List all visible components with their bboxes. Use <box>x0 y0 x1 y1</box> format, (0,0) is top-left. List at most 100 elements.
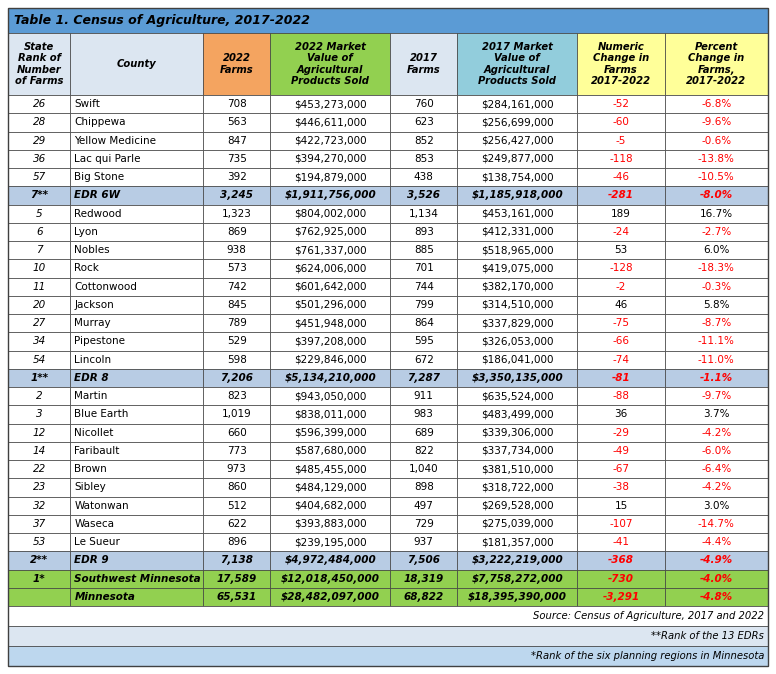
Bar <box>8 515 71 533</box>
Bar <box>390 570 457 588</box>
Text: 1,040: 1,040 <box>409 464 438 474</box>
Bar <box>270 131 390 150</box>
Bar <box>664 278 768 296</box>
Text: $412,331,000: $412,331,000 <box>481 227 553 237</box>
Bar <box>577 423 664 441</box>
Text: 29: 29 <box>33 135 46 146</box>
Text: $28,482,097,000: $28,482,097,000 <box>281 592 379 602</box>
Bar <box>8 533 71 551</box>
Bar <box>457 186 577 204</box>
Bar <box>203 222 270 241</box>
Text: 36: 36 <box>615 409 628 419</box>
Text: 2: 2 <box>36 391 43 401</box>
Text: 6: 6 <box>36 227 43 237</box>
Bar <box>71 533 203 551</box>
Text: $337,734,000: $337,734,000 <box>481 446 553 456</box>
Bar <box>71 314 203 332</box>
Text: $5,134,210,000: $5,134,210,000 <box>284 373 376 383</box>
Text: 623: 623 <box>414 117 434 127</box>
Text: Watonwan: Watonwan <box>74 501 129 511</box>
Text: $138,754,000: $138,754,000 <box>481 172 553 182</box>
Bar <box>71 296 203 314</box>
Bar <box>270 186 390 204</box>
Bar <box>203 332 270 350</box>
Bar <box>577 95 664 113</box>
Bar <box>71 441 203 460</box>
Bar <box>577 222 664 241</box>
Text: 973: 973 <box>227 464 247 474</box>
Text: 28: 28 <box>33 117 46 127</box>
Bar <box>457 332 577 350</box>
Bar <box>8 460 71 479</box>
Text: $762,925,000: $762,925,000 <box>294 227 366 237</box>
Bar <box>8 150 71 168</box>
Text: $624,006,000: $624,006,000 <box>294 264 366 274</box>
Bar <box>390 278 457 296</box>
Bar <box>203 551 270 570</box>
Bar <box>457 95 577 113</box>
Text: **Rank of the 13 EDRs: **Rank of the 13 EDRs <box>651 631 764 641</box>
Text: 735: 735 <box>227 154 247 164</box>
Text: 53: 53 <box>33 537 46 547</box>
Bar <box>390 479 457 497</box>
Bar <box>664 570 768 588</box>
Bar <box>71 150 203 168</box>
Bar <box>8 626 768 646</box>
Text: 1,134: 1,134 <box>409 209 438 218</box>
Bar <box>457 570 577 588</box>
Bar <box>664 168 768 186</box>
Text: $381,510,000: $381,510,000 <box>481 464 553 474</box>
Text: $397,208,000: $397,208,000 <box>294 336 366 346</box>
Text: -281: -281 <box>608 190 634 200</box>
Bar <box>577 168 664 186</box>
Text: -88: -88 <box>612 391 629 401</box>
Bar <box>577 113 664 131</box>
Text: -18.3%: -18.3% <box>698 264 735 274</box>
Bar <box>664 369 768 387</box>
Bar <box>457 150 577 168</box>
Bar <box>8 314 71 332</box>
Text: 23: 23 <box>33 483 46 493</box>
Bar <box>270 369 390 387</box>
Bar <box>457 241 577 259</box>
Bar <box>457 222 577 241</box>
Text: 660: 660 <box>227 427 247 437</box>
Text: 701: 701 <box>414 264 434 274</box>
Text: $446,611,000: $446,611,000 <box>294 117 366 127</box>
Text: 729: 729 <box>414 519 434 529</box>
Text: -10.5%: -10.5% <box>698 172 735 182</box>
Bar <box>457 588 577 606</box>
Bar <box>270 259 390 278</box>
Bar <box>203 350 270 369</box>
Text: -2: -2 <box>615 282 626 292</box>
Text: $18,395,390,000: $18,395,390,000 <box>468 592 566 602</box>
Bar <box>664 131 768 150</box>
Text: 3.0%: 3.0% <box>703 501 729 511</box>
Text: $453,161,000: $453,161,000 <box>481 209 553 218</box>
Text: $404,682,000: $404,682,000 <box>294 501 366 511</box>
Text: 7,206: 7,206 <box>220 373 253 383</box>
Text: 68,822: 68,822 <box>404 592 444 602</box>
Bar <box>577 150 664 168</box>
Text: Martin: Martin <box>74 391 108 401</box>
Bar <box>71 479 203 497</box>
Bar <box>664 479 768 497</box>
Text: 7,506: 7,506 <box>407 555 440 565</box>
Text: 7**: 7** <box>30 190 48 200</box>
Bar <box>270 387 390 405</box>
Text: 26: 26 <box>33 99 46 109</box>
Bar <box>390 387 457 405</box>
Bar <box>457 515 577 533</box>
Bar <box>270 460 390 479</box>
Text: -4.9%: -4.9% <box>700 555 733 565</box>
Bar <box>577 369 664 387</box>
Bar <box>664 533 768 551</box>
Text: $1,911,756,000: $1,911,756,000 <box>284 190 376 200</box>
Bar <box>390 497 457 515</box>
Text: 16.7%: 16.7% <box>700 209 733 218</box>
Text: -1.1%: -1.1% <box>700 373 733 383</box>
Bar <box>664 222 768 241</box>
Text: -368: -368 <box>608 555 634 565</box>
Bar <box>457 533 577 551</box>
Text: 847: 847 <box>227 135 247 146</box>
